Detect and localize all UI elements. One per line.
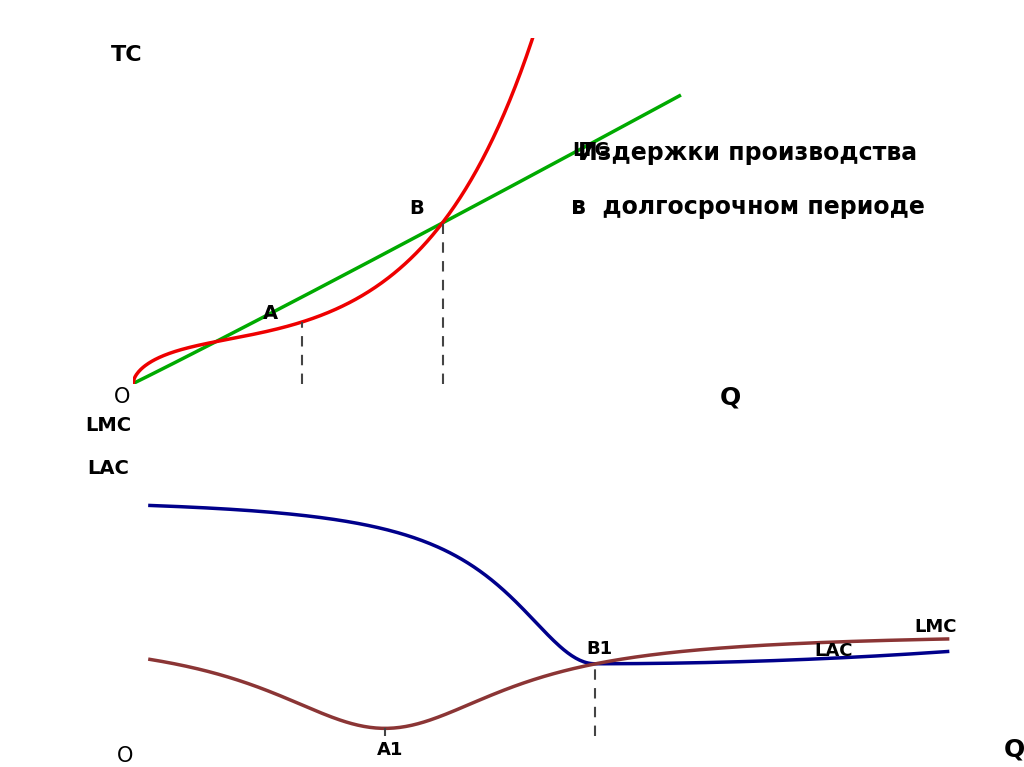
Text: O: O [117,746,133,766]
Text: Q: Q [720,385,740,410]
Text: LMC: LMC [85,416,131,436]
Text: A1: A1 [377,741,403,759]
Text: TC: TC [111,45,142,65]
Text: в  долгосрочном периоде: в долгосрочном периоде [570,195,925,219]
Text: A: A [262,304,278,323]
Text: O: O [114,387,130,407]
Text: LTC: LTC [572,141,609,160]
Text: LMC: LMC [914,618,956,637]
Text: B1: B1 [587,640,612,658]
Text: LAC: LAC [87,459,129,479]
Text: Q: Q [1005,738,1024,762]
Text: Издержки производства: Издержки производства [578,141,918,166]
Text: LAC: LAC [814,642,853,660]
Text: B: B [410,199,424,218]
